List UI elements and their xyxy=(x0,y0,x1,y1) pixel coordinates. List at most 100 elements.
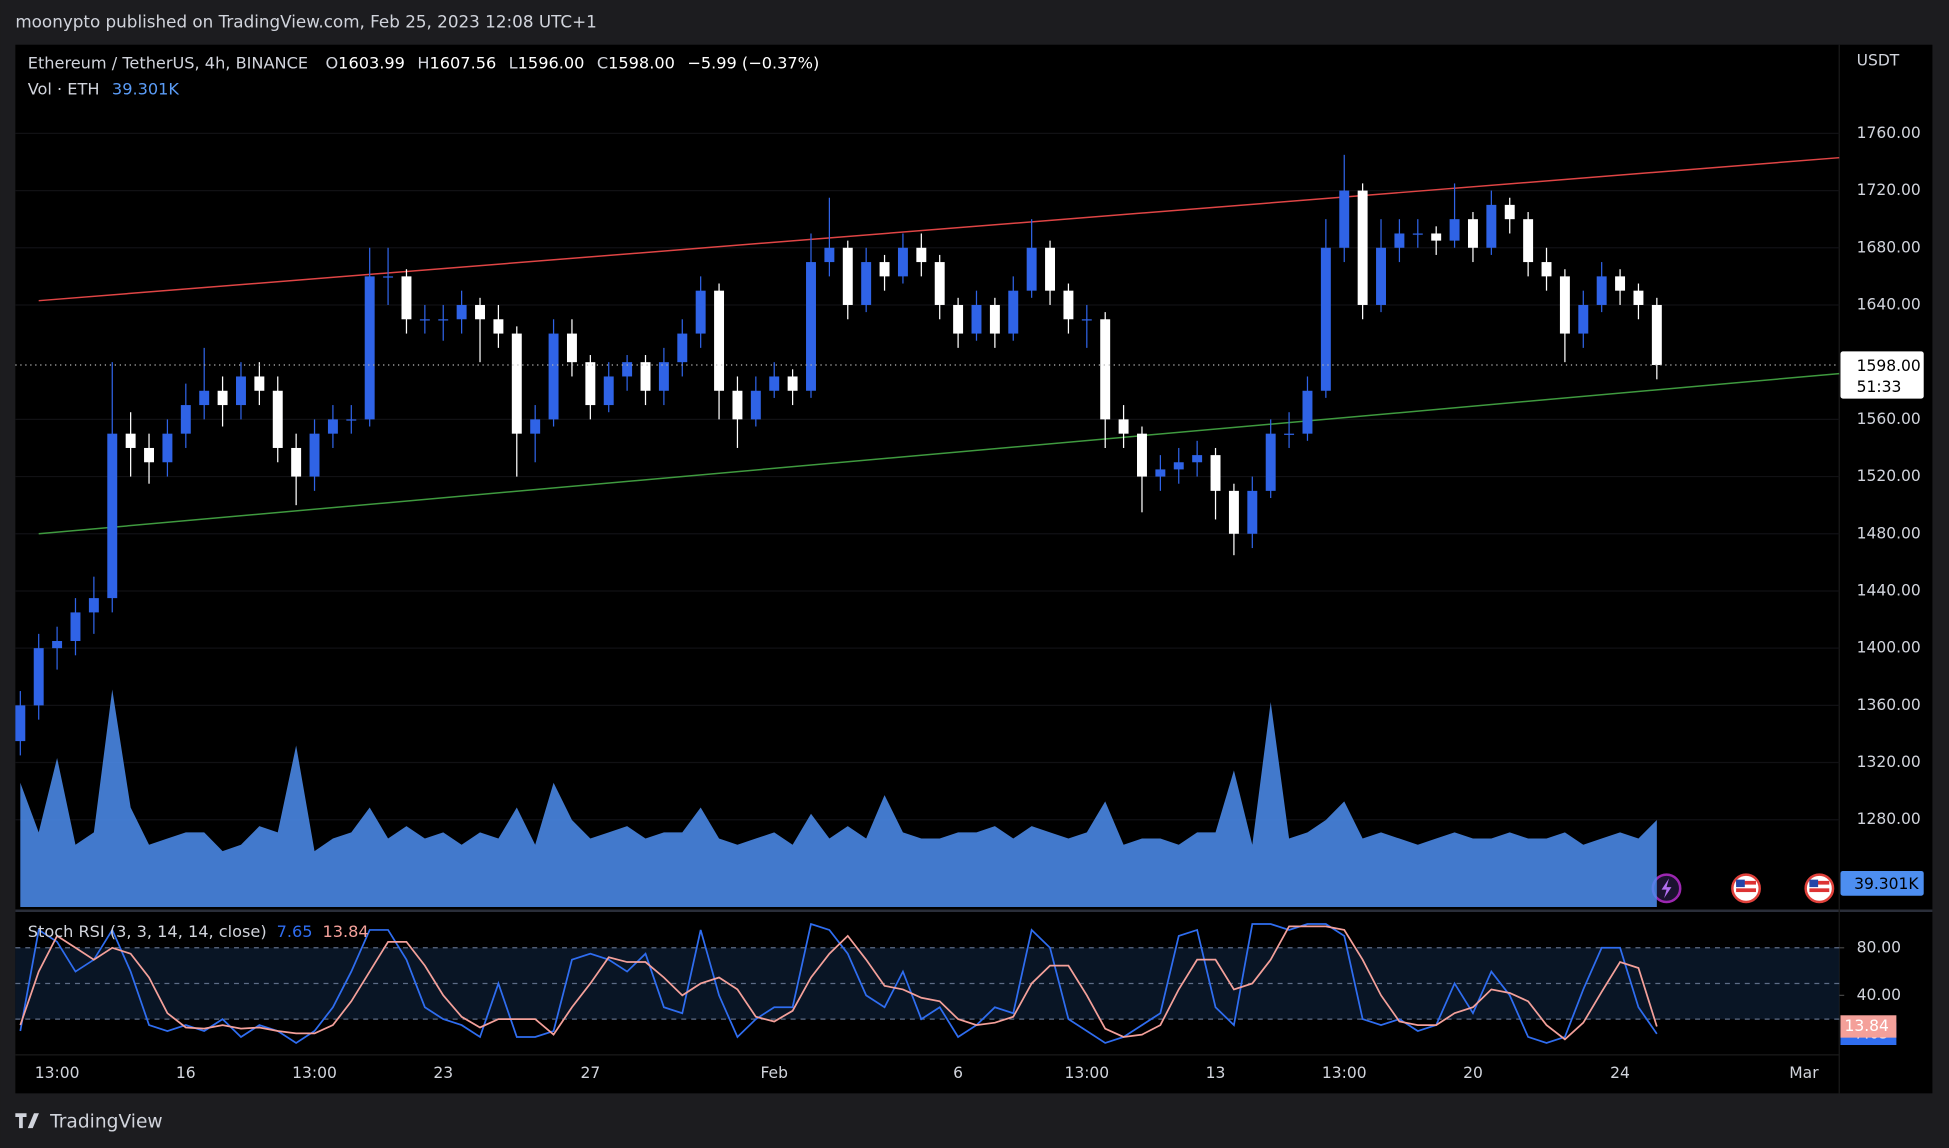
candle-body xyxy=(475,304,485,320)
candle-body xyxy=(272,390,283,448)
ohlc-value: 1603.99 xyxy=(338,53,405,72)
trendline xyxy=(38,372,1840,535)
candle-body xyxy=(1431,233,1442,241)
x-tick-label: 13 xyxy=(1206,1064,1226,1082)
candle-body xyxy=(33,648,44,706)
candle-body xyxy=(1504,204,1515,220)
y-tick-label: 1480.00 xyxy=(1857,524,1921,542)
candle-body xyxy=(1302,390,1313,434)
candle-body xyxy=(1596,276,1607,305)
x-tick-label: 23 xyxy=(433,1064,453,1082)
candle-body xyxy=(1026,247,1037,291)
ohlc-value: 1607.56 xyxy=(429,53,496,72)
candle-body xyxy=(622,362,633,377)
candle-body xyxy=(603,376,614,406)
price-unit: USDT xyxy=(1857,51,1900,69)
y-tick-label: 1560.00 xyxy=(1857,410,1921,428)
flag-stripe xyxy=(1809,880,1830,885)
y-tick-label: 1440.00 xyxy=(1857,581,1921,599)
candle-body xyxy=(934,262,945,305)
candle-body xyxy=(1100,319,1111,420)
y-tick-label: 80.00 xyxy=(1857,938,1901,956)
candle-body xyxy=(989,304,1000,334)
candle-body xyxy=(364,276,375,420)
candle-body xyxy=(640,362,651,391)
candle-body xyxy=(1394,233,1405,248)
candle-body xyxy=(88,598,99,613)
candle-body xyxy=(438,319,449,321)
candle-body xyxy=(787,376,798,391)
candle-body xyxy=(1045,247,1056,291)
candle-body xyxy=(714,290,725,391)
ohlc-label: O xyxy=(325,53,338,72)
flag-canton xyxy=(1736,879,1745,888)
indicator-title: Stoch RSI (3, 3, 14, 14, close) xyxy=(28,921,267,940)
candle-body xyxy=(1651,304,1662,366)
flag-stripe xyxy=(1736,880,1756,885)
candle-body xyxy=(769,376,780,391)
candle-body xyxy=(1247,490,1258,534)
candle-body xyxy=(1339,190,1350,248)
candle-body xyxy=(530,419,541,434)
volume-area xyxy=(20,689,1657,907)
candle-body xyxy=(1063,290,1074,320)
flag-canton xyxy=(1809,879,1819,888)
candle-body xyxy=(199,390,210,406)
y-tick-label: 1280.00 xyxy=(1857,810,1921,828)
chart-area xyxy=(15,44,1933,1094)
candle-body xyxy=(1118,419,1129,434)
candle-body xyxy=(401,276,412,320)
candle-body xyxy=(1578,304,1589,334)
publish-header: moonypto published on TradingView.com, F… xyxy=(15,11,596,31)
x-tick-label: 16 xyxy=(176,1064,196,1082)
candle-body xyxy=(585,362,596,406)
candle-body xyxy=(107,433,118,599)
x-tick-label: Mar xyxy=(1789,1064,1819,1082)
candle-body xyxy=(842,247,853,305)
candle-body xyxy=(1376,247,1386,305)
stoch-band-fill xyxy=(15,947,1840,1020)
candle-body xyxy=(953,304,964,334)
x-tick-label: 13:00 xyxy=(35,1064,80,1082)
volume-badge xyxy=(1840,870,1924,896)
trendline xyxy=(38,156,1840,302)
x-tick-label: 27 xyxy=(580,1064,600,1082)
candle-body xyxy=(1008,290,1019,334)
candle-body xyxy=(1192,455,1203,463)
stoch-badge-label: 13.84 xyxy=(1845,1017,1889,1035)
candle-body xyxy=(677,333,688,363)
candle-body xyxy=(1320,247,1331,391)
candle-body xyxy=(217,390,228,406)
candle-body xyxy=(180,405,191,434)
candle-body xyxy=(125,433,136,448)
event-icons xyxy=(1651,873,1835,904)
x-tick-label: 6 xyxy=(953,1064,963,1082)
volume-name: Vol · ETH xyxy=(28,79,100,98)
candle-body xyxy=(750,390,761,420)
candle-body xyxy=(1412,233,1423,235)
price-legend: Ethereum / TetherUS, 4h, BINANCE O1603.99… xyxy=(28,53,820,72)
indicator-value: 7.65 xyxy=(277,921,313,940)
ohlc-label: H xyxy=(417,53,429,72)
candle-body xyxy=(15,705,26,742)
ohlc-value: 1598.00 xyxy=(608,53,675,72)
y-tick-label: 1520.00 xyxy=(1857,467,1921,485)
candle-body xyxy=(383,276,394,278)
candle-body xyxy=(1633,290,1644,305)
brand[interactable]: TradingView xyxy=(15,1111,163,1132)
y-tick-label: 1320.00 xyxy=(1857,753,1921,771)
volume-legend: Vol · ETH 39.301K xyxy=(28,79,180,98)
ohlc-label: L xyxy=(509,53,518,72)
candle-body xyxy=(456,304,467,320)
x-tick-label: Feb xyxy=(760,1064,787,1082)
event-icon-glyph xyxy=(1661,878,1672,899)
last-price-label: 1598.00 xyxy=(1857,357,1921,375)
candle-body xyxy=(1173,462,1184,470)
candle-body xyxy=(916,247,927,263)
candle-body xyxy=(493,319,504,334)
y-tick-label: 1640.00 xyxy=(1857,295,1921,313)
candle-body xyxy=(548,333,559,420)
candle-body xyxy=(566,333,577,363)
stoch-line xyxy=(19,922,1658,1044)
candle-body xyxy=(971,304,982,334)
